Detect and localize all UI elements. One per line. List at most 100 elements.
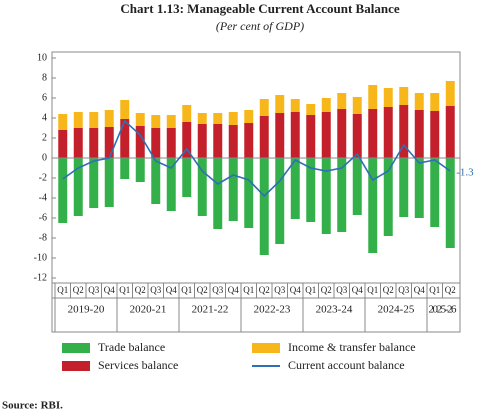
bar-segment: [275, 113, 285, 158]
bar-segment: [306, 158, 316, 222]
bar-segment: [337, 93, 347, 109]
bar-segment: [399, 105, 409, 158]
y-tick-label: 4: [42, 112, 47, 123]
bar-segment: [213, 124, 223, 158]
x-tick-label: Q1: [243, 285, 254, 295]
bar-segment: [166, 115, 176, 128]
chart-title: Chart 1.13: Manageable Current Account B…: [120, 1, 399, 16]
bar-segment: [58, 130, 68, 158]
bar-segment: [182, 105, 192, 122]
bar-segment: [244, 123, 254, 158]
x-tick-label: Q3: [274, 285, 285, 295]
line-series: [62, 119, 451, 198]
legend-label: Trade balance: [98, 340, 165, 354]
x-tick-label: Q1: [367, 285, 378, 295]
bar-segment: [182, 122, 192, 158]
bar-segment: [135, 113, 145, 126]
y-tick-label: 2: [42, 132, 47, 143]
bar-segment: [244, 158, 254, 228]
x-tick-label: Q2: [135, 285, 146, 295]
x-group-label: 2019-20: [68, 304, 105, 316]
legend-label: Income & transfer balance: [288, 340, 416, 354]
bar-segment: [120, 158, 130, 179]
y-tick-label: -12: [34, 272, 47, 283]
x-group-label: 2025-26: [429, 304, 458, 316]
x-tick-label: Q2: [383, 285, 394, 295]
y-tick-label: -4: [39, 192, 47, 203]
x-tick-label: Q4: [414, 285, 425, 295]
bar-segment: [89, 158, 99, 208]
bar-segment: [73, 158, 83, 216]
y-tick-label: -2: [39, 172, 47, 183]
x-tick-label: Q4: [290, 285, 301, 295]
bar-segment: [151, 128, 161, 158]
legend-label: Services balance: [98, 358, 178, 372]
bar-segment: [166, 158, 176, 211]
bar-segment: [414, 158, 424, 218]
bar-segment: [383, 158, 393, 236]
x-group-label: 2024-25: [378, 304, 415, 316]
bar-segment: [383, 107, 393, 158]
bar-segment: [337, 158, 347, 232]
bar-segment: [430, 93, 440, 111]
x-tick-label: Q2: [445, 285, 456, 295]
bar-segment: [321, 112, 331, 158]
bar-segment: [89, 112, 99, 128]
bar-segment: [197, 113, 207, 124]
bar-segment: [414, 110, 424, 158]
bar-segment: [58, 158, 68, 223]
bar-segment: [275, 158, 285, 244]
bar-segment: [399, 158, 409, 217]
bar-segment: [197, 158, 207, 216]
bar-segment: [73, 112, 83, 128]
bar-segment: [120, 119, 130, 158]
bar-segment: [352, 158, 362, 215]
bar-segment: [73, 128, 83, 158]
bar-segment: [228, 112, 238, 125]
bar-segment: [182, 158, 192, 197]
bar-segment: [321, 158, 331, 234]
bar-segment: [104, 158, 114, 207]
y-tick-label: 6: [42, 92, 47, 103]
legend-label: Current account balance: [288, 358, 405, 372]
x-tick-label: Q1: [305, 285, 316, 295]
bar-segment: [104, 110, 114, 127]
legend-swatch: [62, 343, 90, 353]
bar-segment: [352, 114, 362, 158]
y-tick-label: -10: [34, 252, 47, 263]
bar-segment: [430, 158, 440, 227]
bar-segment: [383, 88, 393, 107]
legend-swatch: [62, 361, 90, 371]
legend-swatch: [252, 343, 280, 353]
source: Source: RBI.: [2, 400, 63, 412]
bar-segment: [368, 158, 378, 253]
x-tick-label: Q4: [228, 285, 239, 295]
bar-segment: [213, 113, 223, 124]
bar-segment: [399, 87, 409, 105]
bar-segment: [151, 115, 161, 128]
y-tick-label: 0: [42, 152, 47, 163]
bar-segment: [275, 95, 285, 113]
x-tick-label: Q1: [119, 285, 130, 295]
bar-segment: [228, 125, 238, 158]
bar-segment: [197, 124, 207, 158]
bar-segment: [445, 158, 455, 248]
bar-segment: [213, 158, 223, 229]
bar-segment: [368, 85, 378, 109]
bar-segment: [104, 127, 114, 158]
y-tick-label: -6: [39, 212, 47, 223]
bar-segment: [259, 99, 269, 116]
bar-segment: [120, 100, 130, 119]
bar-segment: [368, 109, 378, 158]
x-tick-label: Q1: [181, 285, 192, 295]
bar-segment: [337, 109, 347, 158]
bar-segment: [244, 110, 254, 123]
x-group-label: 2023-24: [316, 304, 353, 316]
bar-segment: [135, 126, 145, 158]
bar-segment: [228, 158, 238, 221]
bar-segment: [306, 115, 316, 158]
x-group-label: 2021-22: [192, 304, 229, 316]
bar-segment: [414, 93, 424, 110]
bar-segment: [445, 81, 455, 106]
x-tick-label: Q2: [321, 285, 332, 295]
